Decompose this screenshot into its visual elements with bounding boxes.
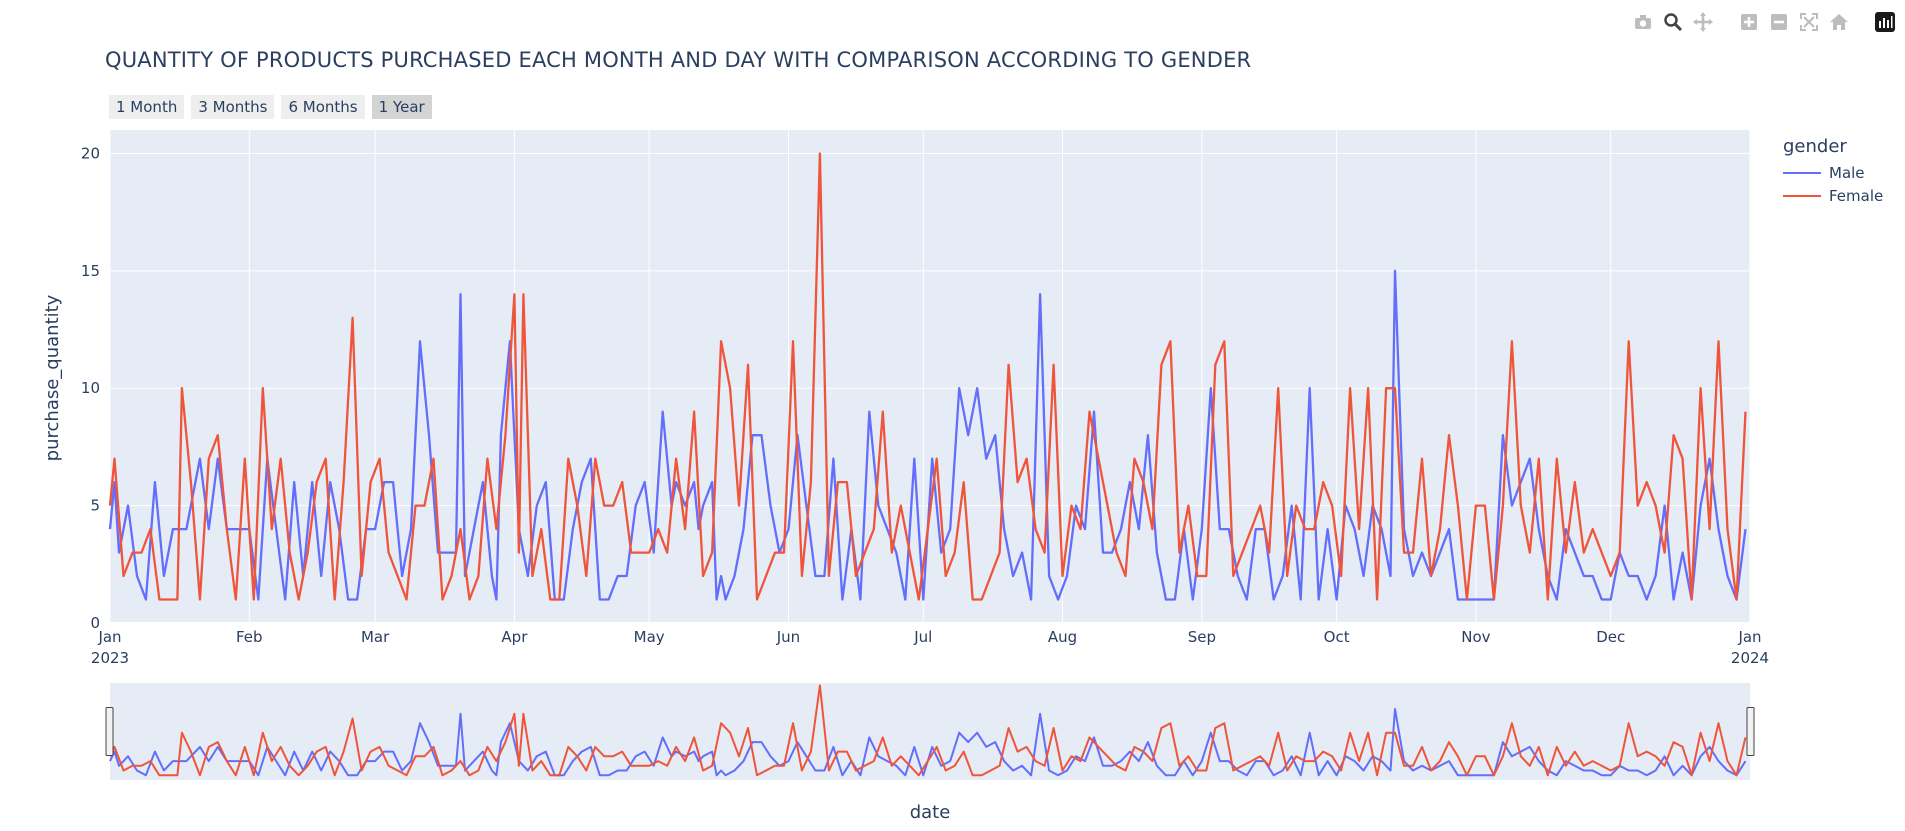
legend: gender Male Female (1783, 136, 1883, 207)
legend-item-female[interactable]: Female (1783, 184, 1883, 207)
legend-label-female: Female (1829, 186, 1884, 205)
rangeslider-handle-right (1746, 707, 1755, 756)
x-tick-label: Aug (1048, 628, 1077, 646)
legend-item-male[interactable]: Male (1783, 161, 1883, 184)
autoscale-icon[interactable] (1797, 10, 1821, 34)
x-tick-year-label: 2024 (1731, 649, 1769, 667)
y-tick-label: 0 (90, 614, 100, 632)
home-icon[interactable] (1827, 10, 1851, 34)
y-tick-label: 15 (81, 262, 100, 280)
x-tick-label: Jan (1737, 628, 1761, 646)
series-line-male (108, 269, 1747, 601)
legend-title: gender (1783, 136, 1847, 157)
range-selector: 1 Month 3 Months 6 Months 1 Year (109, 95, 432, 119)
plot-background (110, 130, 1750, 623)
x-tick-label: Oct (1324, 628, 1350, 646)
zoom-out-icon[interactable] (1767, 10, 1791, 34)
zoom-icon[interactable] (1661, 10, 1685, 34)
range-button-1-year[interactable]: 1 Year (371, 95, 432, 119)
x-tick-label: Nov (1461, 628, 1490, 646)
y-tick-label: 10 (81, 379, 100, 397)
series-line-female (108, 152, 1747, 601)
x-tick-year-label: 2023 (91, 649, 129, 667)
y-axis-title: purchase_quantity (42, 294, 63, 461)
main-plot-area[interactable]: Jan 2023 Feb Mar Apr May Jun Jul Aug Sep Oct Nov Dec… (81, 130, 1769, 667)
plotly-logo-icon[interactable] (1873, 10, 1897, 34)
rangeslider-series-line-male (109, 708, 1747, 777)
pan-icon[interactable] (1691, 10, 1715, 34)
zoom-in-icon[interactable] (1737, 10, 1761, 34)
legend-label-male: Male (1829, 163, 1865, 182)
range-slider[interactable] (105, 683, 1755, 780)
y-tick-label: 5 (90, 497, 100, 515)
rangeslider-background (110, 683, 1750, 780)
x-tick-label: Jan (97, 628, 121, 646)
x-tick-label: Sep (1188, 628, 1216, 646)
range-button-1-month[interactable]: 1 Month (109, 95, 185, 119)
x-tick-label: Dec (1596, 628, 1625, 646)
x-tick-label: Apr (501, 628, 528, 646)
x-tick-label: Mar (361, 628, 390, 646)
y-tick-label: 20 (81, 144, 100, 162)
legend-swatch-female (1783, 194, 1821, 197)
x-tick-label: Feb (236, 628, 263, 646)
modebar (1631, 10, 1897, 34)
x-tick-label: Jun (776, 628, 800, 646)
x-tick-label: May (634, 628, 665, 646)
legend-swatch-male (1783, 171, 1821, 174)
rangeslider-series-line-female (109, 684, 1747, 777)
chart-title: QUANTITY OF PRODUCTS PURCHASED EACH MONT… (105, 48, 1252, 72)
rangeslider-handle-left (105, 707, 114, 756)
camera-icon[interactable] (1631, 10, 1655, 34)
x-tick-label: Jul (913, 628, 932, 646)
x-axis-title: date (910, 802, 951, 823)
range-button-6-months[interactable]: 6 Months (281, 95, 365, 119)
range-button-3-months[interactable]: 3 Months (191, 95, 275, 119)
